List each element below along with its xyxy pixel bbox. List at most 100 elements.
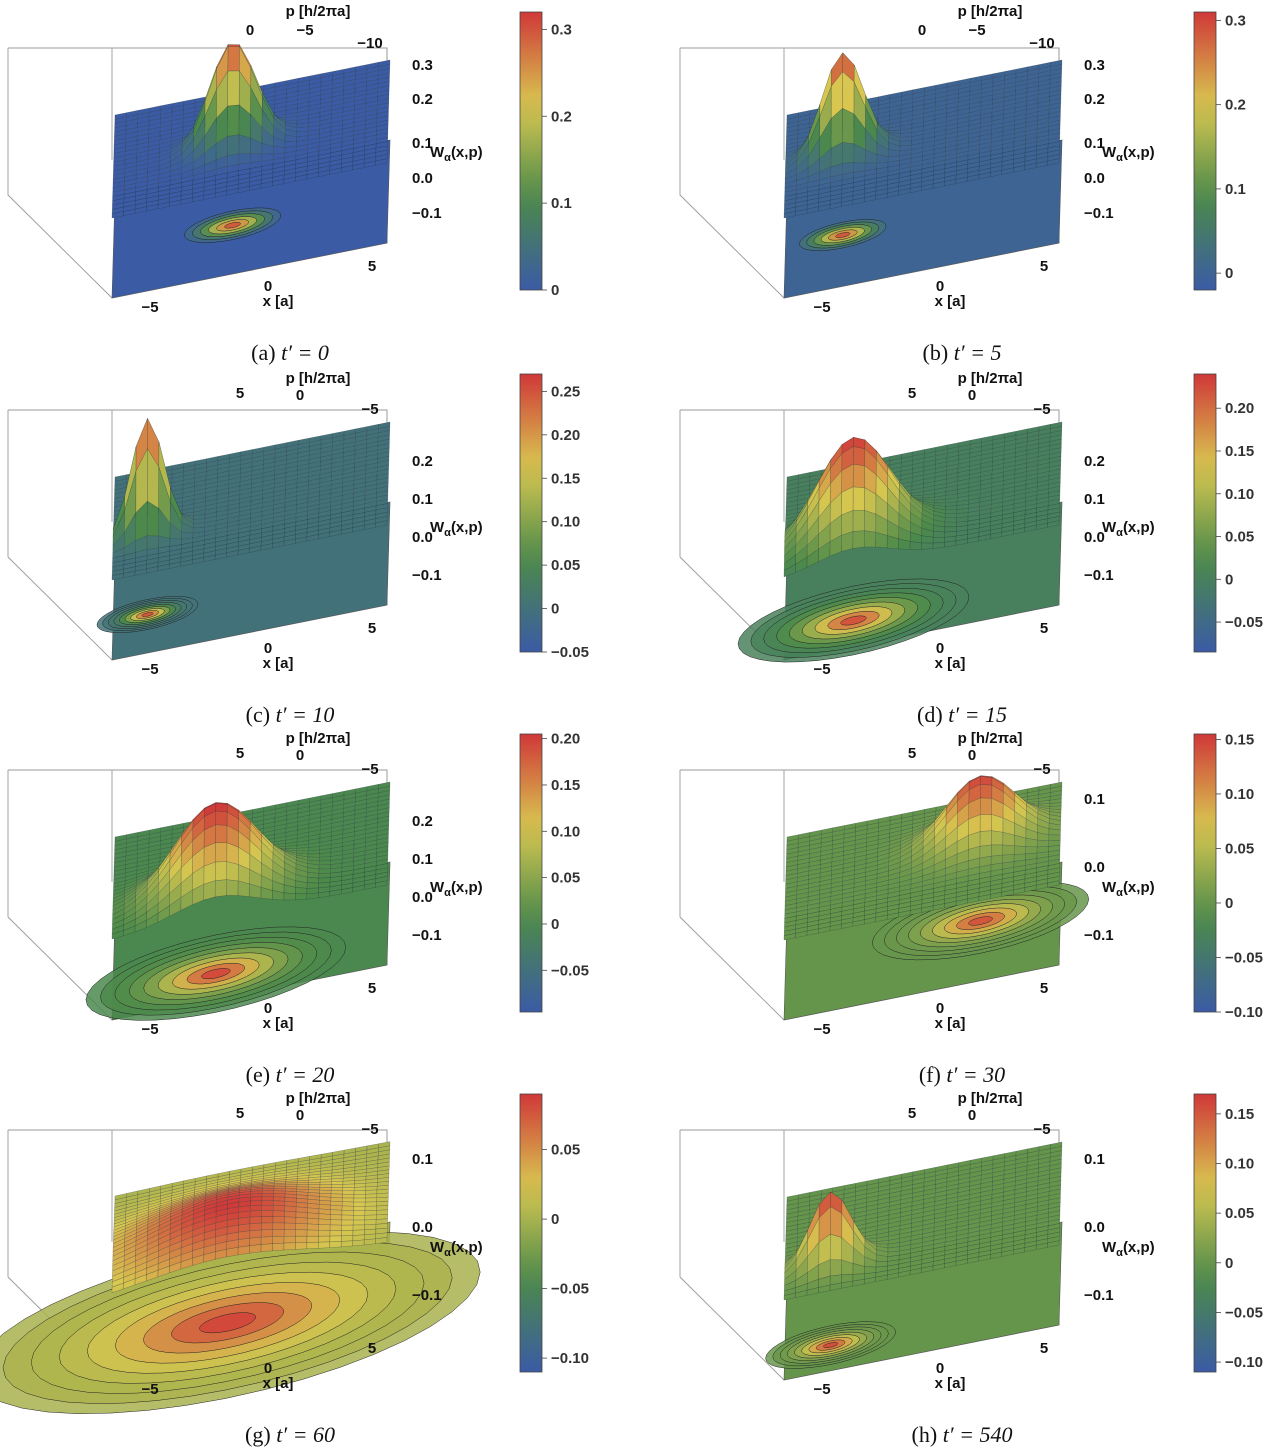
w-tick-label: −0.1 <box>1084 205 1114 222</box>
panel-caption: (h) t′ = 540 <box>912 1422 1013 1447</box>
p-tick-label: −10 <box>357 35 382 52</box>
surface-patch <box>226 879 239 896</box>
floor-contours <box>737 578 970 663</box>
contour-ring <box>141 612 154 617</box>
floor-contours <box>96 596 199 633</box>
p-tick-label: 5 <box>236 385 244 402</box>
surface-patch <box>283 1229 296 1237</box>
surface-patch <box>318 1241 330 1249</box>
surface-patch <box>352 1219 365 1226</box>
colorbar-gradient <box>519 733 543 1013</box>
surface-patch <box>341 1240 353 1248</box>
p-tick-label: 0 <box>918 22 926 39</box>
w-tick-label: 0.3 <box>412 57 433 74</box>
surface-patch <box>295 887 308 894</box>
surface-patch <box>261 1216 274 1224</box>
surface-patch <box>1025 846 1038 855</box>
colorbar-tick-label: 0.05 <box>1225 529 1254 546</box>
surface-patch <box>830 1233 842 1261</box>
x-tick-label: 0 <box>264 278 272 295</box>
p-axis-label: p [h/2πa] <box>958 730 1023 747</box>
surface-patch <box>364 1219 377 1226</box>
p-tick-label: −5 <box>296 22 313 39</box>
wigner-surface <box>111 418 391 581</box>
surface-patch <box>353 1215 365 1221</box>
panel-caption: (d) t′ = 15 <box>917 702 1007 727</box>
surface-patch <box>991 844 1003 857</box>
surface-patch <box>331 1184 344 1188</box>
colorbar-tick-label: 0.15 <box>1225 443 1254 460</box>
surface-patch <box>295 1223 308 1231</box>
surface-patch <box>306 1236 319 1243</box>
surface-patch <box>353 1194 366 1199</box>
w-tick-label: 0.1 <box>412 1151 433 1168</box>
colorbar-tick-label: 0.2 <box>1225 97 1246 114</box>
surface-patch <box>944 517 957 523</box>
surface-patch <box>980 776 993 786</box>
surface-patch <box>318 1235 331 1243</box>
surface-patch <box>353 1186 366 1191</box>
surface-patch <box>249 1216 262 1224</box>
surface-patch <box>341 1205 354 1211</box>
x-tick-label: 5 <box>368 980 376 997</box>
w-tick-label: 0.2 <box>1084 91 1105 108</box>
surface-patch <box>991 830 1004 846</box>
surface-patch <box>980 784 993 799</box>
colorbar-tick-label: 0 <box>1225 895 1233 912</box>
colorbar-tick-label: 0.10 <box>1225 1156 1254 1173</box>
x-tick-label: 5 <box>368 620 376 637</box>
surface-patch <box>330 1214 343 1221</box>
p-tick-label: 5 <box>908 385 916 402</box>
surface-patch <box>285 1182 298 1185</box>
surface-patch <box>283 892 296 901</box>
p-tick-label: −5 <box>361 761 378 778</box>
surface-patch <box>272 1242 285 1251</box>
x-axis-label: x [a] <box>263 655 294 672</box>
w-tick-label: 0.1 <box>1084 791 1105 808</box>
colorbar-tick-label: 0.20 <box>1225 400 1254 417</box>
panel-caption: (g) t′ = 60 <box>245 1422 335 1447</box>
surface-patch <box>330 1219 342 1226</box>
p-tick-label: 0 <box>968 1107 976 1124</box>
surface-patch <box>353 1201 366 1207</box>
surface-patch <box>261 1193 274 1197</box>
surface-patch <box>329 1224 342 1231</box>
surface-patch <box>842 142 855 164</box>
surface-patch <box>932 537 945 544</box>
surface-patch <box>352 1239 365 1247</box>
surface-patch <box>227 104 240 137</box>
surface-patch <box>273 1200 286 1207</box>
colorbar-tick-label: 0 <box>551 282 559 299</box>
w-tick-label: −0.1 <box>1084 567 1114 584</box>
surface-patch <box>318 1213 331 1220</box>
surface-patch <box>864 530 876 548</box>
colorbar-gradient <box>1193 1093 1217 1373</box>
colorbar-tick-label: 0 <box>551 601 559 618</box>
surface-patch <box>342 1194 355 1199</box>
surface-patch <box>237 880 250 897</box>
x-axis-label: x [a] <box>263 293 294 310</box>
colorbar-tick-label: −0.10 <box>551 1350 589 1367</box>
surface-patch <box>260 1236 273 1245</box>
surface-patch <box>261 1196 274 1201</box>
floor-contours <box>184 207 281 243</box>
x-tick-label: −5 <box>813 1381 830 1398</box>
surface-patch <box>295 1217 308 1225</box>
w-tick-label: 0.1 <box>1084 491 1105 508</box>
surface-patch <box>272 1236 285 1244</box>
colorbar: 0.200.150.100.050−0.05 <box>519 731 589 1013</box>
surface-patch <box>852 530 865 549</box>
colorbar-tick-label: 0.2 <box>551 108 572 125</box>
p-tick-label: −5 <box>1033 401 1050 418</box>
x-tick-label: −5 <box>141 1381 158 1398</box>
colorbar: 0.200.150.100.050−0.05 <box>1193 373 1263 653</box>
surface-patch <box>376 1205 389 1211</box>
surface-patch <box>365 1193 378 1199</box>
x-tick-label: 5 <box>1040 620 1048 637</box>
surface-patch <box>329 1235 342 1243</box>
surface-patch <box>307 1212 320 1220</box>
